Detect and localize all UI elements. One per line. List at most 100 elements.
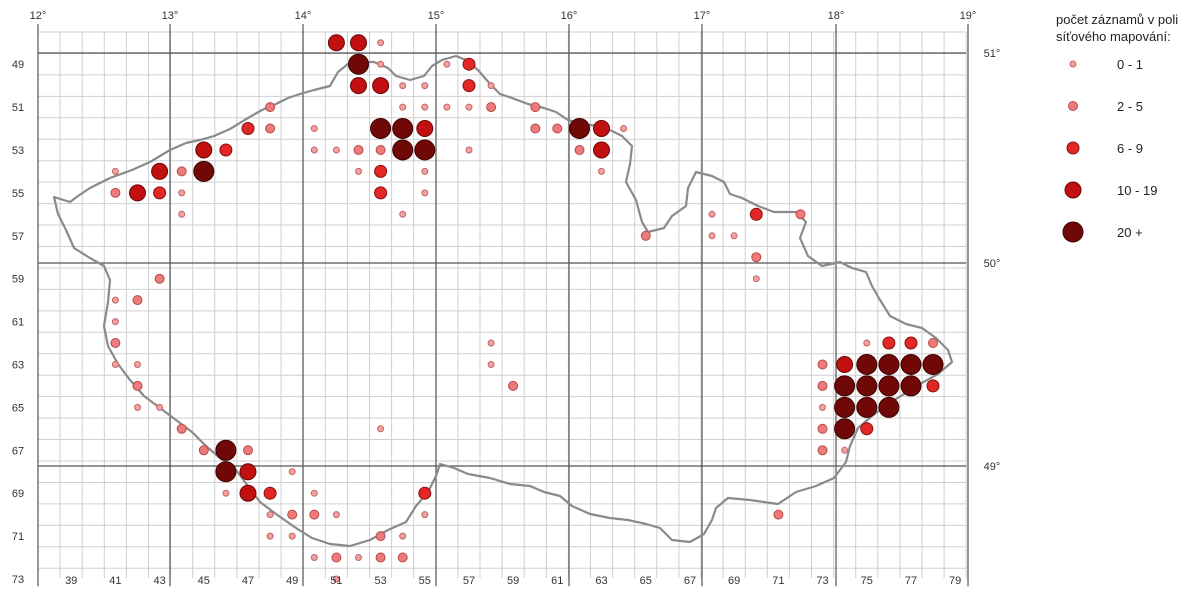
record-circle bbox=[795, 209, 806, 220]
record-circle bbox=[421, 511, 429, 519]
record-circle bbox=[310, 554, 318, 561]
record-circle bbox=[178, 210, 186, 218]
legend-label: 10 - 19 bbox=[1117, 183, 1157, 198]
record-circle bbox=[111, 361, 119, 368]
row-label: 53 bbox=[12, 145, 24, 157]
column-label: 61 bbox=[551, 575, 563, 587]
latitude-labels: 51° 50° 49° bbox=[984, 48, 1001, 473]
record-circle bbox=[834, 375, 856, 397]
record-circle bbox=[834, 396, 856, 418]
record-circle bbox=[198, 445, 209, 456]
record-circle bbox=[421, 167, 429, 175]
record-circle bbox=[399, 210, 407, 218]
legend-items: 0 - 1 2 - 5 6 - 9 10 - 19 20 + bbox=[1062, 57, 1157, 243]
column-label: 71 bbox=[772, 575, 784, 587]
column-label: 49 bbox=[286, 575, 298, 587]
grid-major-lines bbox=[37, 24, 969, 587]
legend-swatch bbox=[1062, 221, 1084, 243]
legend-label: 20 + bbox=[1117, 225, 1143, 240]
record-circle bbox=[310, 146, 318, 154]
record-circle bbox=[265, 102, 276, 113]
row-label: 69 bbox=[12, 488, 24, 500]
legend-swatch bbox=[1068, 101, 1078, 111]
longitude-label: 19° bbox=[960, 10, 977, 22]
longitude-label: 16° bbox=[561, 10, 578, 22]
record-circle bbox=[878, 354, 900, 375]
row-label: 57 bbox=[12, 231, 24, 243]
record-circle bbox=[860, 422, 874, 436]
record-circle bbox=[239, 463, 257, 481]
column-label: 43 bbox=[153, 575, 165, 587]
record-circle bbox=[856, 375, 878, 397]
column-label: 59 bbox=[507, 575, 519, 587]
record-circle bbox=[377, 425, 385, 433]
column-label: 51 bbox=[330, 575, 342, 587]
record-circle bbox=[375, 531, 386, 542]
record-circle bbox=[530, 123, 541, 134]
record-circle bbox=[397, 552, 408, 563]
record-circle bbox=[752, 275, 760, 283]
record-circle bbox=[487, 339, 495, 347]
legend-label: 2 - 5 bbox=[1117, 99, 1143, 114]
record-circle bbox=[421, 103, 429, 111]
latitude-label: 49° bbox=[984, 461, 1001, 473]
record-circle bbox=[834, 418, 856, 440]
record-circle bbox=[374, 186, 388, 200]
record-circle bbox=[195, 141, 213, 159]
record-circle bbox=[465, 146, 473, 154]
column-label: 53 bbox=[374, 575, 386, 587]
record-circle bbox=[265, 123, 276, 134]
record-circle bbox=[569, 118, 590, 139]
column-label: 47 bbox=[242, 575, 254, 587]
record-circle bbox=[817, 380, 828, 391]
record-circle bbox=[508, 380, 519, 391]
row-label: 49 bbox=[12, 59, 24, 71]
record-circle bbox=[487, 361, 495, 368]
row-label: 63 bbox=[12, 360, 24, 372]
record-circle bbox=[708, 210, 716, 218]
records-circles bbox=[110, 34, 944, 583]
grid-minor-lines bbox=[37, 31, 967, 579]
record-circle bbox=[922, 354, 944, 375]
record-circle bbox=[598, 167, 605, 175]
record-circle bbox=[156, 403, 164, 411]
record-circle bbox=[134, 361, 141, 368]
record-circle bbox=[129, 184, 146, 202]
record-circle bbox=[193, 160, 215, 182]
record-circle bbox=[375, 552, 386, 563]
record-circle bbox=[749, 207, 763, 221]
longitude-labels: 12° 13° 14° 15° 16° 17° 18° 19° bbox=[30, 10, 977, 22]
record-circle bbox=[241, 122, 255, 135]
record-circle bbox=[355, 554, 362, 561]
record-circle bbox=[730, 232, 738, 240]
record-circle bbox=[414, 139, 436, 161]
record-circle bbox=[928, 338, 938, 348]
column-label: 57 bbox=[463, 575, 475, 587]
record-circle bbox=[110, 187, 121, 198]
record-circle bbox=[620, 125, 628, 132]
record-circle bbox=[421, 189, 429, 197]
record-circle bbox=[377, 60, 385, 68]
row-label: 67 bbox=[12, 445, 24, 457]
record-circle bbox=[817, 445, 828, 456]
record-circle bbox=[288, 468, 296, 476]
row-label: 55 bbox=[12, 188, 24, 200]
record-circle bbox=[926, 379, 940, 393]
record-circle bbox=[370, 118, 392, 139]
record-circle bbox=[219, 143, 233, 157]
record-circle bbox=[856, 396, 878, 418]
record-circle bbox=[327, 34, 345, 52]
record-circle bbox=[178, 189, 186, 197]
column-label: 63 bbox=[595, 575, 607, 587]
record-circle bbox=[878, 396, 900, 418]
column-label: 41 bbox=[109, 575, 121, 587]
column-label: 77 bbox=[905, 575, 917, 587]
record-circle bbox=[353, 145, 364, 155]
record-circle bbox=[465, 103, 473, 111]
record-circle bbox=[593, 141, 610, 159]
row-label: 51 bbox=[12, 102, 24, 114]
record-circle bbox=[462, 57, 476, 71]
record-circle bbox=[443, 60, 451, 68]
row-label: 73 bbox=[12, 574, 24, 586]
column-label: 45 bbox=[198, 575, 210, 587]
